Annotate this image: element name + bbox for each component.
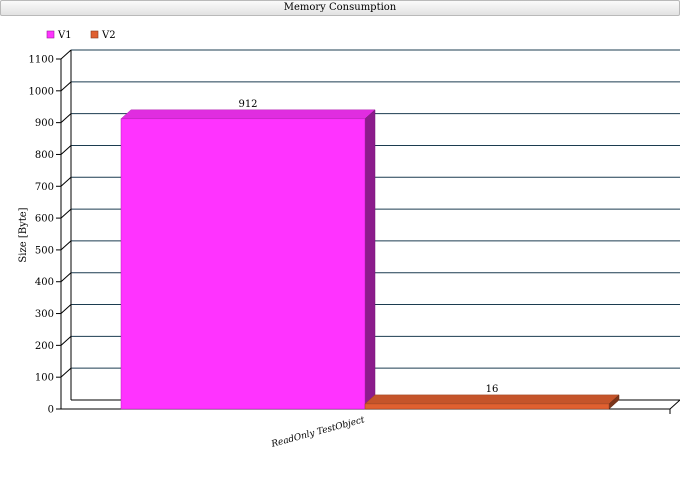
gridline-diagonal (60, 81, 72, 92)
gridline-diagonal (60, 113, 72, 124)
bar-top (364, 394, 620, 405)
y-tick-label: 1100 (29, 55, 54, 66)
gridline-diagonal (60, 208, 72, 219)
gridline-diagonal (60, 335, 72, 346)
gridline-diagonal (60, 49, 72, 60)
gridline-diagonal (60, 176, 72, 187)
gridline-diagonal (60, 240, 72, 251)
legend-item-V1: V1 (46, 30, 72, 41)
bars-layer (120, 109, 620, 410)
y-tick-label: 300 (35, 309, 54, 320)
bar-front (120, 118, 366, 410)
data-label: 16 (486, 384, 499, 395)
gridline-diagonal (60, 145, 72, 155)
x-tick-label: ReadOnly TestObject (269, 415, 366, 450)
y-tick-label: 500 (35, 245, 54, 256)
floor-right-edge (669, 399, 680, 410)
gridline-diagonal (60, 367, 72, 378)
y-tick-label: 700 (35, 182, 54, 193)
legend-swatch (46, 30, 55, 39)
bar-front (364, 403, 610, 410)
legend-label: V1 (57, 30, 72, 41)
bar-side (364, 109, 376, 410)
y-tick-label: 200 (35, 341, 54, 352)
y-axis-label: Size [Byte] (18, 207, 29, 262)
y-tick-label: 400 (35, 277, 54, 288)
y-tick-label: 1000 (29, 86, 54, 97)
y-tick-label: 100 (35, 373, 54, 384)
legend: V1 V2 (46, 30, 116, 41)
data-label: 912 (238, 99, 257, 110)
gridline-diagonal (60, 272, 72, 283)
gridline-diagonal (60, 304, 72, 314)
y-tick-label: 900 (35, 118, 54, 129)
data-label-bg (238, 97, 258, 109)
legend-item-V2: V2 (90, 30, 116, 41)
y-tick-label: 0 (48, 405, 54, 416)
legend-swatch (90, 30, 99, 39)
bar-top (120, 109, 376, 120)
legend-label: V2 (101, 30, 116, 41)
bar-V2 (364, 394, 620, 410)
y-tick-label: 600 (35, 214, 54, 225)
y-tick-label: 800 (35, 150, 54, 161)
bar-V1 (120, 109, 376, 410)
data-label-bg (482, 382, 502, 394)
